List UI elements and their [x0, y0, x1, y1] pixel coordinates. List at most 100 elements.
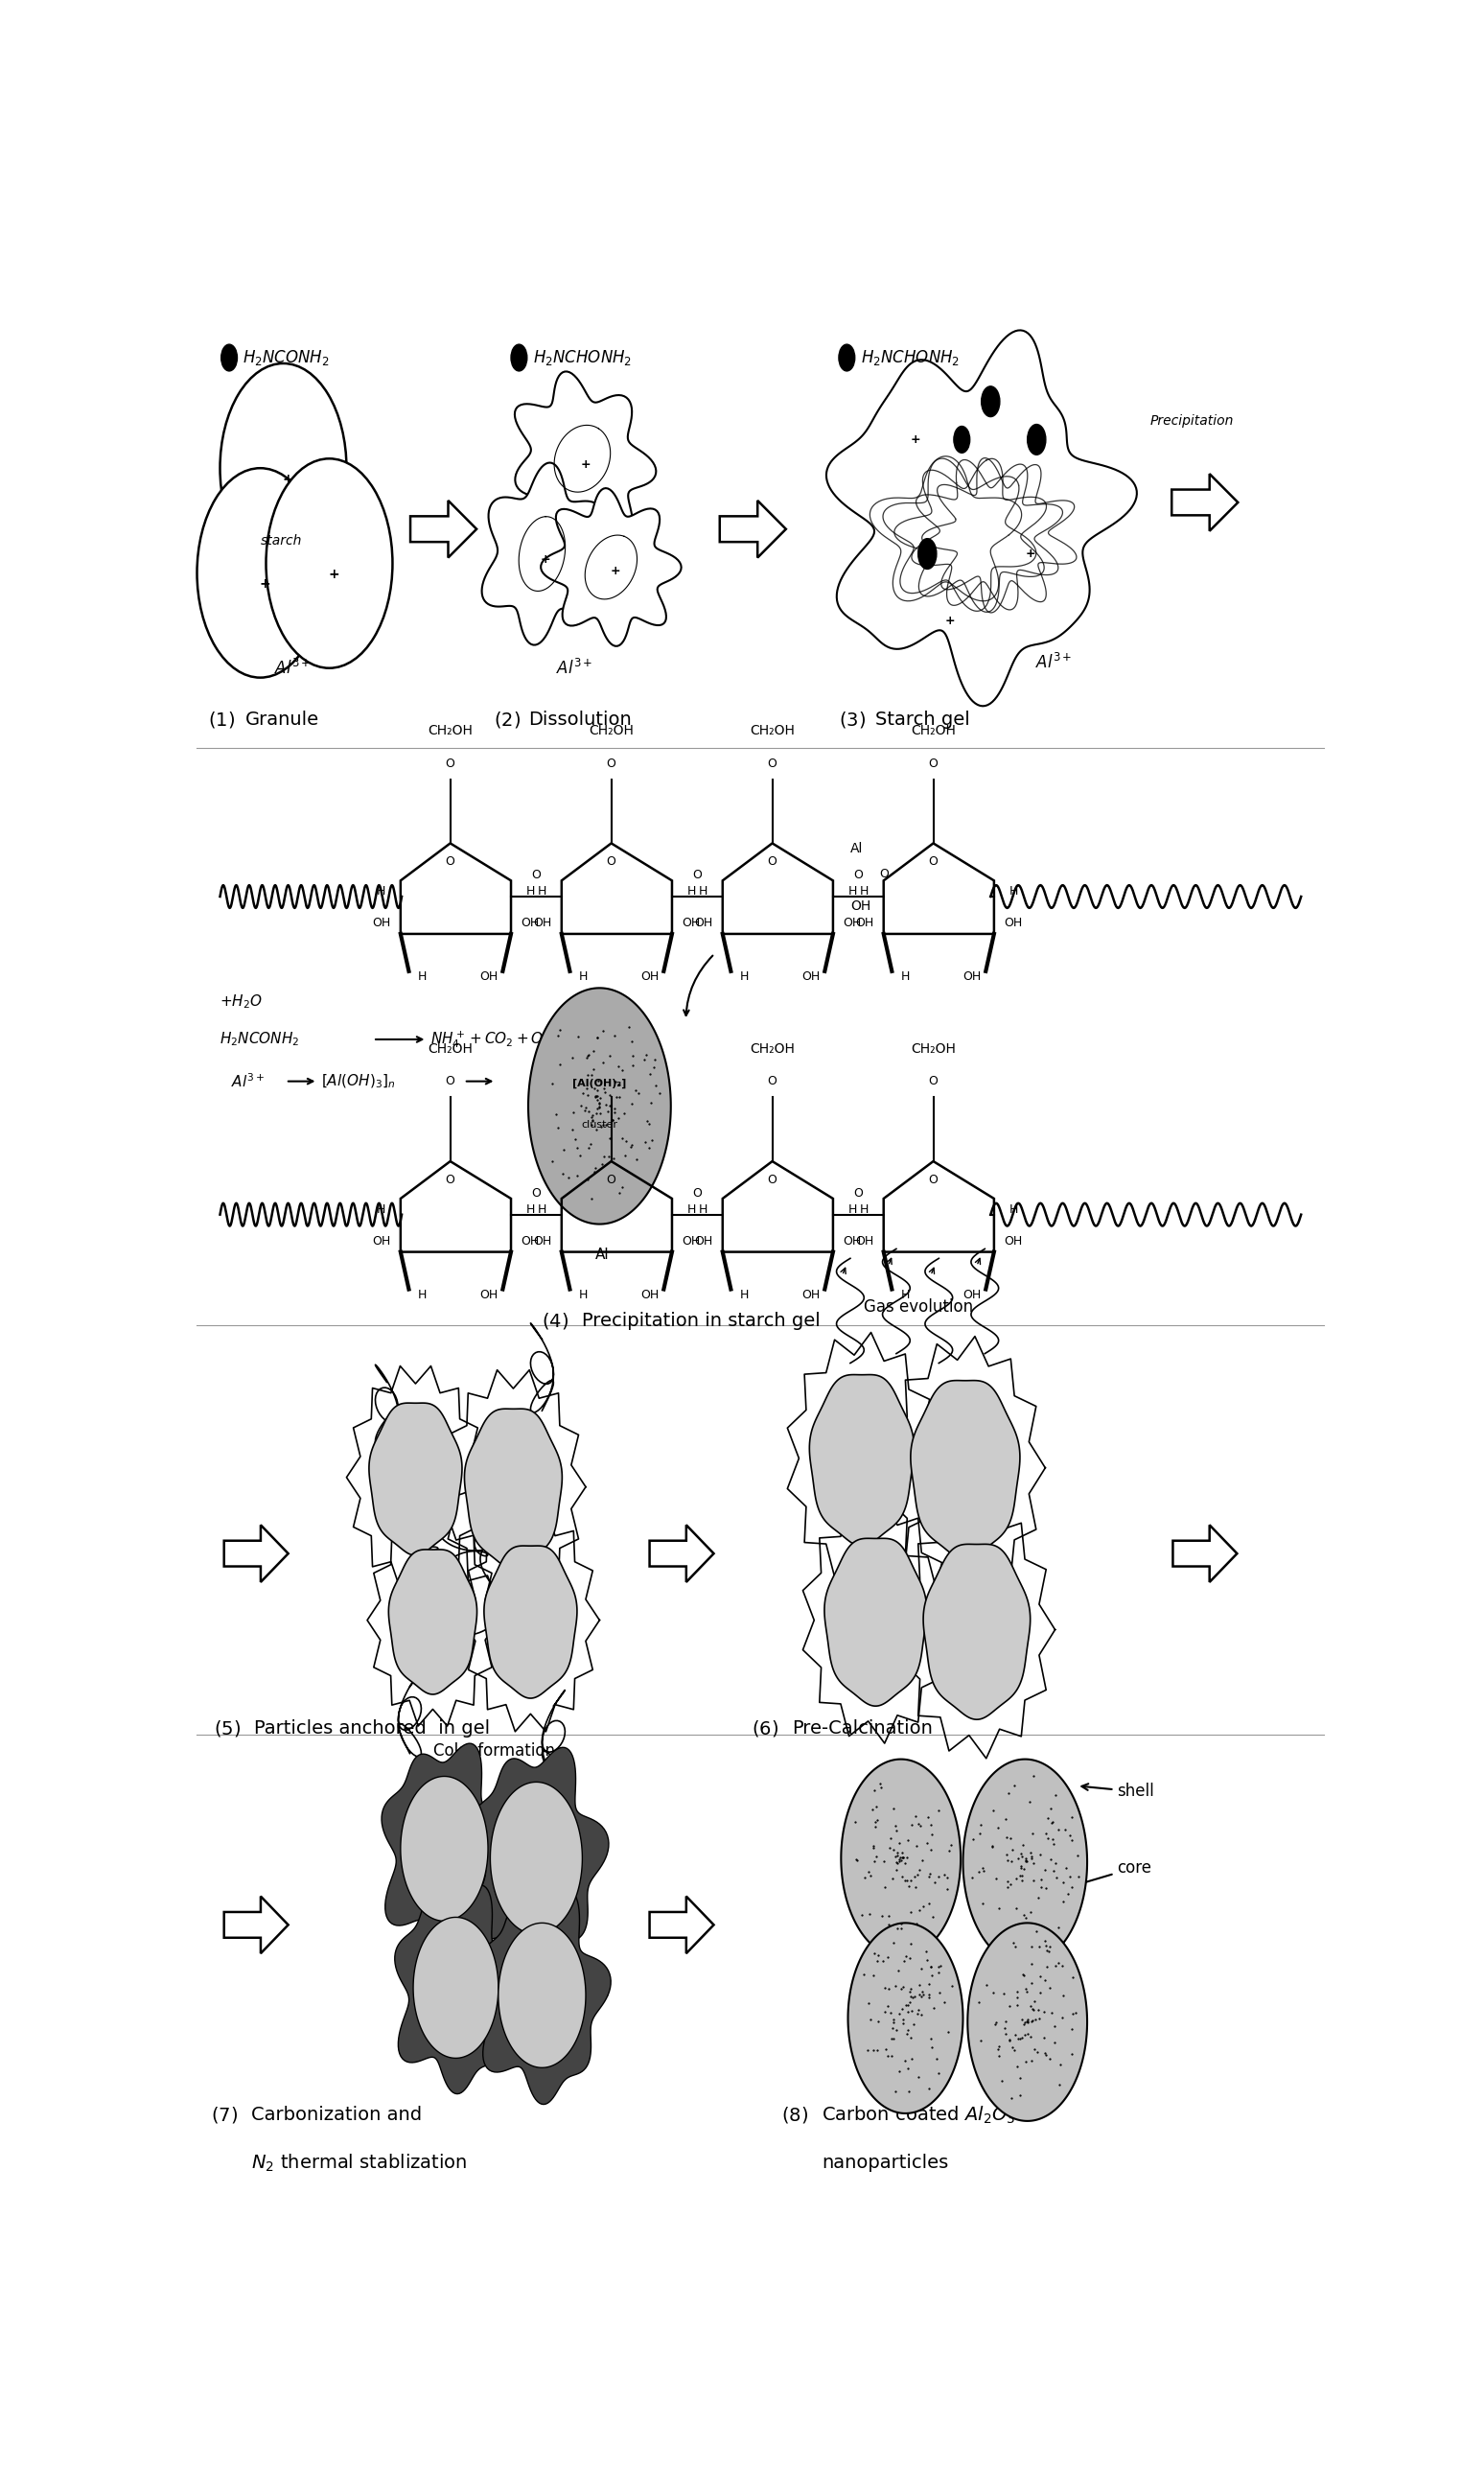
Text: O: O [853, 868, 864, 880]
Text: CH₂OH: CH₂OH [427, 1041, 473, 1056]
Text: H: H [699, 885, 708, 898]
Text: H: H [901, 969, 910, 982]
Text: O: O [445, 856, 456, 868]
Polygon shape [499, 1924, 586, 2067]
Text: $Al^{3+}$: $Al^{3+}$ [556, 658, 592, 678]
Text: OH: OH [533, 917, 552, 930]
Text: O: O [767, 1076, 778, 1088]
Text: $+ H_2O$: $+ H_2O$ [220, 992, 263, 1011]
Text: O: O [445, 1076, 456, 1088]
Text: +: + [540, 554, 551, 566]
Text: OH: OH [695, 1234, 712, 1246]
Text: OH: OH [801, 1288, 821, 1301]
Text: cluster: cluster [582, 1120, 617, 1130]
FancyArrow shape [224, 1897, 288, 1954]
Text: OH: OH [521, 1234, 540, 1246]
Text: H: H [859, 885, 868, 898]
Text: OH: OH [683, 917, 700, 930]
Text: +: + [282, 472, 294, 487]
Text: $(8)$: $(8)$ [781, 2105, 809, 2124]
Text: OH: OH [1005, 917, 1022, 930]
Text: H: H [579, 969, 588, 982]
Text: OH: OH [372, 917, 390, 930]
Text: H: H [687, 885, 696, 898]
Text: Al: Al [595, 1246, 608, 1261]
Text: OH: OH [963, 1288, 981, 1301]
Text: OH: OH [855, 917, 874, 930]
Text: Al: Al [850, 843, 864, 856]
Polygon shape [484, 1546, 577, 1699]
Text: $H_2NCONH_2$: $H_2NCONH_2$ [220, 1031, 300, 1049]
Text: OH: OH [855, 1234, 874, 1246]
Text: H: H [1009, 885, 1018, 898]
Text: H: H [741, 969, 749, 982]
Polygon shape [540, 487, 681, 645]
Text: +: + [328, 569, 340, 581]
Text: O: O [929, 1076, 938, 1088]
Text: O: O [531, 1187, 542, 1199]
Text: OH: OH [963, 969, 981, 982]
Text: $(3)$: $(3)$ [838, 710, 865, 730]
Text: $(4)$: $(4)$ [542, 1311, 568, 1330]
Text: $H_2NCONH_2$: $H_2NCONH_2$ [243, 349, 329, 368]
Text: Gas evolution: Gas evolution [864, 1298, 974, 1316]
Text: O: O [767, 757, 778, 769]
Text: O: O [693, 1187, 702, 1199]
FancyArrow shape [1172, 475, 1238, 532]
Text: OH: OH [521, 917, 540, 930]
Text: H: H [377, 1202, 386, 1217]
Polygon shape [395, 1884, 522, 2095]
Text: O: O [607, 1175, 616, 1187]
Text: H: H [699, 1202, 708, 1217]
Text: O: O [693, 868, 702, 880]
Circle shape [954, 425, 971, 453]
Circle shape [981, 386, 1000, 418]
Text: H: H [579, 1288, 588, 1301]
Text: Carbon coated $Al_2O_3$: Carbon coated $Al_2O_3$ [822, 2105, 1015, 2127]
Text: O: O [607, 757, 616, 769]
Text: $(5)$: $(5)$ [214, 1719, 240, 1739]
Text: O: O [929, 757, 938, 769]
Polygon shape [825, 1538, 926, 1706]
Text: H: H [377, 885, 386, 898]
Polygon shape [370, 1402, 462, 1556]
Polygon shape [482, 462, 603, 645]
Text: OH: OH [843, 917, 862, 930]
Text: Particles anchored  in gel: Particles anchored in gel [255, 1719, 490, 1739]
Polygon shape [911, 1380, 1020, 1560]
Text: $N_2$ thermal stablization: $N_2$ thermal stablization [251, 2152, 467, 2174]
Polygon shape [401, 1776, 488, 1922]
Polygon shape [923, 1543, 1030, 1719]
Text: H: H [1009, 1202, 1018, 1217]
Text: $(2)$: $(2)$ [494, 710, 521, 730]
Polygon shape [847, 1924, 963, 2114]
Polygon shape [470, 1748, 608, 1973]
Text: $(7)$: $(7)$ [211, 2105, 237, 2124]
Circle shape [266, 458, 392, 668]
Text: O: O [929, 856, 938, 868]
Text: O: O [607, 856, 616, 868]
Text: O: O [767, 856, 778, 868]
Text: +: + [911, 433, 922, 445]
Text: OH: OH [1005, 1234, 1022, 1246]
Polygon shape [809, 1375, 914, 1546]
Text: OH: OH [479, 969, 499, 982]
Circle shape [919, 539, 936, 569]
Text: O: O [879, 868, 889, 880]
Text: O: O [853, 1187, 864, 1199]
Text: H: H [418, 969, 427, 982]
Text: OH: OH [533, 1234, 552, 1246]
Text: +: + [945, 613, 956, 626]
FancyArrow shape [1172, 1526, 1238, 1583]
Text: +: + [580, 458, 591, 470]
Text: $Al^{3+}$: $Al^{3+}$ [1036, 653, 1073, 673]
Polygon shape [490, 1783, 582, 1934]
Text: OH: OH [641, 969, 659, 982]
Polygon shape [381, 1743, 513, 1959]
Polygon shape [528, 989, 671, 1224]
Text: OH: OH [641, 1288, 659, 1301]
Text: O: O [531, 868, 542, 880]
Text: H: H [847, 1202, 856, 1217]
Text: $H_2NCHONH_2$: $H_2NCHONH_2$ [861, 349, 960, 368]
Polygon shape [515, 371, 656, 542]
